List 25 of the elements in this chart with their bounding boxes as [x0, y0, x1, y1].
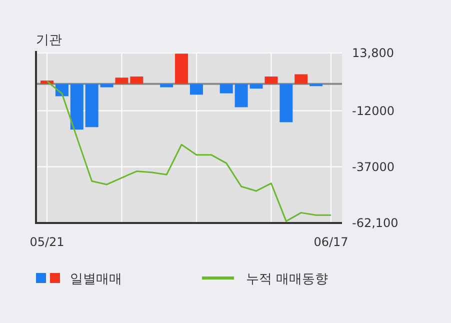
bar	[115, 78, 128, 84]
line-series	[46, 80, 332, 222]
x-tick-label: 06/17	[314, 235, 348, 249]
bar	[100, 84, 114, 88]
bar	[70, 84, 84, 130]
bar	[310, 84, 323, 86]
y-tick-label: -62,100	[352, 216, 398, 230]
bar	[175, 54, 188, 84]
bar	[250, 84, 263, 89]
bar	[130, 76, 144, 84]
bar	[294, 74, 308, 84]
bar	[234, 84, 248, 108]
bar	[190, 84, 203, 95]
x-tick-label: 05/21	[30, 235, 64, 249]
bar	[160, 84, 174, 88]
chart-title: 기관	[36, 33, 62, 48]
bar	[220, 84, 233, 94]
y-tick-label: -37000	[352, 160, 395, 174]
y-tick-label: 13,800	[352, 46, 394, 60]
bar	[264, 76, 278, 84]
bar	[85, 84, 98, 128]
legend-label: 누적 매매동향	[246, 272, 328, 287]
y-tick-label: -12000	[352, 104, 395, 118]
bar	[280, 84, 293, 122]
legend-label: 일별매매	[70, 272, 122, 287]
